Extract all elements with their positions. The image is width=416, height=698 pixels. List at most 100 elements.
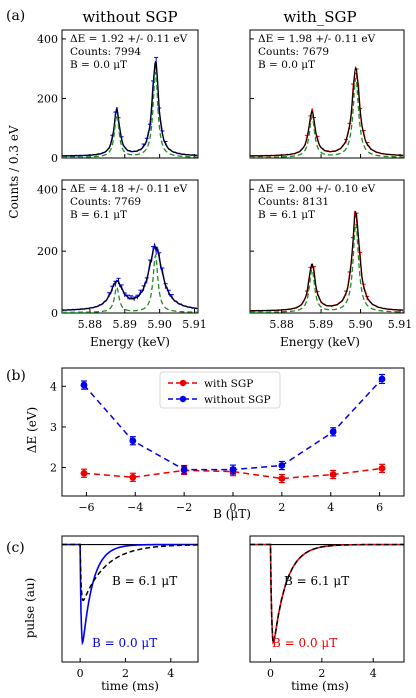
data-point <box>129 437 137 445</box>
c-xlabel-left: time (ms) <box>101 679 159 693</box>
legend-label-without-sgp: without SGP <box>204 394 271 406</box>
b-ylabel: ΔE (eV) <box>25 407 39 453</box>
title-with-sgp: with_SGP <box>283 8 356 26</box>
counts-text: Counts: 7994 <box>70 46 141 58</box>
title-without-sgp: without SGP <box>82 8 177 26</box>
c-right-label-61: B = 6.1 μT <box>284 574 349 588</box>
subplot-top-left: 0 200 400 <box>37 29 199 165</box>
c-left-label-00: B = 0.0 μT <box>92 636 157 650</box>
counts-text: Counts: 8131 <box>258 196 329 208</box>
annotation-bottom-left: ΔE = 4.18 +/- 0.11 eV Counts: 7769 B = 6… <box>70 183 188 221</box>
x-tick-label: 5.91 <box>182 318 207 331</box>
model-line <box>62 71 198 158</box>
b-xlabel: B (μT) <box>213 507 251 521</box>
x-tick-label: 2 <box>278 501 285 514</box>
data-point <box>278 475 286 482</box>
delta-e-text: ΔE = 1.98 +/- 0.11 eV <box>258 33 376 45</box>
y-tick-label: 400 <box>37 183 58 196</box>
data-series-line <box>61 242 198 311</box>
fit-line <box>250 210 404 312</box>
x-tick-label: 5.90 <box>147 318 172 331</box>
legend-marker-with-sgp <box>179 379 187 387</box>
fit-line <box>250 65 404 157</box>
c-left-label-61: B = 6.1 μT <box>112 574 177 588</box>
x-tick-label: 5.90 <box>348 318 373 331</box>
subplot-top-right <box>249 29 405 159</box>
x-tick-label: 5.89 <box>309 318 334 331</box>
data-point <box>329 471 337 478</box>
annotation-bottom-right: ΔE = 2.00 +/- 0.10 eV Counts: 8131 B = 6… <box>258 183 376 221</box>
panel-b-plot: −6 −4 −2 0 2 4 6 2 3 4 <box>50 367 405 514</box>
x-tick-label: 4 <box>167 667 174 680</box>
counts-text: Counts: 7769 <box>70 196 141 208</box>
pulse-curve <box>250 543 404 645</box>
c-ylabel: pulse (au) <box>23 578 37 639</box>
x-tick-label: 4 <box>370 667 377 680</box>
c-right-label-00: B = 0.0 μT <box>272 636 337 650</box>
c-xlabel-right: time (ms) <box>291 679 349 693</box>
a-xlabel-right: Energy (keV) <box>280 335 360 349</box>
plot-frame <box>61 179 199 314</box>
x-tick-label: 5.88 <box>269 318 294 331</box>
y-tick-label: 0 <box>51 307 58 320</box>
delta-e-text: ΔE = 1.92 +/- 0.11 eV <box>70 33 188 45</box>
data-point <box>180 466 188 473</box>
pulse-curve <box>250 543 404 645</box>
b-field-text: B = 0.0 μT <box>70 59 127 71</box>
x-tick-label: −2 <box>176 501 192 514</box>
delta-e-text: ΔE = 4.18 +/- 0.11 eV <box>70 183 188 195</box>
y-tick-label: 3 <box>50 421 57 434</box>
panel-label-c: (c) <box>6 540 25 556</box>
x-tick-label: 5.88 <box>78 318 103 331</box>
a-ylabel: Counts / 0.3 eV <box>7 125 21 219</box>
b-field-text: B = 6.1 μT <box>70 209 127 221</box>
x-tick-label: −4 <box>127 501 143 514</box>
plot-frame <box>249 535 405 663</box>
pulse-curve <box>62 543 198 646</box>
delta-e-text: ΔE = 2.00 +/- 0.10 eV <box>258 183 376 195</box>
x-tick-label: 5.89 <box>113 318 138 331</box>
data-point <box>329 428 337 436</box>
counts-text: Counts: 7679 <box>258 46 329 58</box>
pulse-curve <box>62 543 198 602</box>
x-tick-label: 4 <box>327 501 334 514</box>
y-tick-label: 200 <box>37 92 58 105</box>
data-point <box>278 462 286 469</box>
legend: with SGP without SGP <box>159 371 281 409</box>
subplot-bottom-right: 5.88 5.89 5.90 5.91 <box>249 179 413 331</box>
b-field-text: B = 6.1 μT <box>258 209 315 221</box>
data-series-line <box>61 62 198 157</box>
y-tick-label: 4 <box>50 380 57 393</box>
data-point <box>378 464 386 472</box>
legend-label-with-sgp: with SGP <box>204 378 253 390</box>
a-xlabel-left: Energy (keV) <box>90 335 170 349</box>
plot-frame <box>249 29 405 159</box>
x-tick-label: 0 <box>267 667 274 680</box>
x-tick-label: 0 <box>230 501 237 514</box>
panel-label-b: (b) <box>6 368 26 384</box>
data-point <box>378 375 386 383</box>
plot-frame <box>249 179 405 314</box>
fit-line <box>62 61 198 157</box>
data-point <box>80 381 88 389</box>
model-line <box>62 255 198 313</box>
x-tick-label: 5.91 <box>388 318 413 331</box>
x-tick-label: −6 <box>78 501 94 514</box>
legend-marker-without-sgp <box>179 395 187 403</box>
plot-frame <box>61 535 199 663</box>
panel-c-right: 0 2 4 <box>249 535 405 680</box>
y-tick-label: 200 <box>37 245 58 258</box>
x-tick-label: 6 <box>376 501 383 514</box>
data-point <box>229 466 237 473</box>
fit-line <box>62 246 198 311</box>
b-field-text: B = 0.0 μT <box>258 59 315 71</box>
x-tick-label: 2 <box>122 667 129 680</box>
x-tick-label: 2 <box>318 667 325 680</box>
data-series-line <box>250 72 403 157</box>
model-line <box>250 77 404 158</box>
y-tick-label: 2 <box>50 462 57 475</box>
y-tick-label: 0 <box>51 152 58 165</box>
plot-frame <box>61 29 199 159</box>
data-series-line <box>249 210 403 312</box>
